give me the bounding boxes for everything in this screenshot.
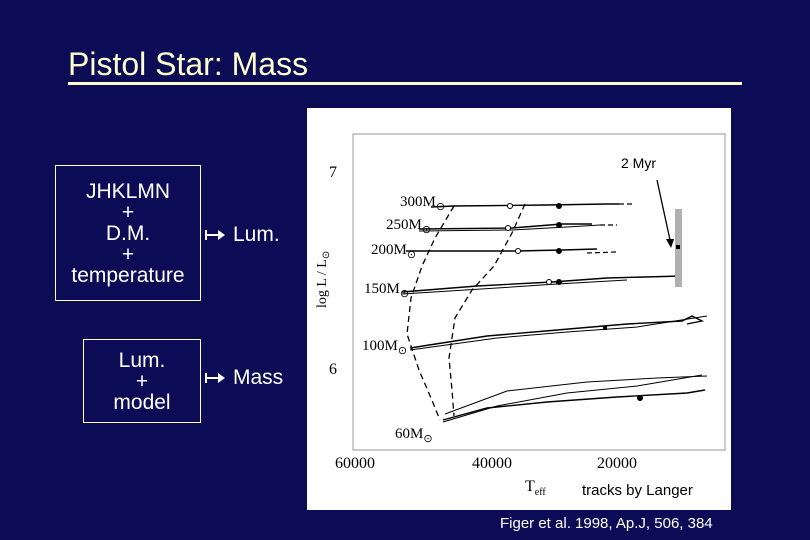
box1-line: JHKLMN — [85, 179, 170, 203]
track-60-b — [442, 374, 703, 423]
track-150-b — [401, 279, 628, 295]
box2-line: + — [135, 369, 149, 393]
marker-open — [546, 279, 552, 285]
marker-filled — [556, 222, 562, 228]
marker-square — [603, 326, 607, 330]
y-tick-label: 7 — [329, 164, 337, 181]
hr-diagram-svg: 7 6 log L / L⊙ 60000 40000 20000 Teff 30… — [315, 133, 726, 498]
mass-label-250: 250M⊙ — [386, 217, 431, 236]
track-100-b — [409, 315, 708, 351]
box2-line: Lum. — [118, 348, 166, 372]
tams-dashed-line — [448, 203, 526, 417]
track-60 — [442, 389, 706, 421]
track-250-b — [418, 224, 601, 232]
arrow-icon — [205, 373, 225, 383]
box1-line: + — [121, 242, 135, 266]
marker-open — [515, 248, 521, 254]
track-100 — [409, 315, 705, 349]
title-underline — [68, 82, 742, 85]
x-tick-label: 20000 — [597, 455, 637, 472]
box2-line: model — [113, 390, 171, 414]
track-250 — [418, 223, 592, 230]
marker-open — [507, 203, 513, 209]
x-axis-label: Teff — [525, 478, 546, 498]
plot-frame — [352, 133, 726, 451]
box1-line: + — [121, 200, 135, 224]
marker-open — [505, 225, 511, 231]
pistol-star-point — [676, 245, 680, 249]
inputs-box: JHKLMN + D.M. + temperature — [55, 165, 201, 301]
track-60-c — [444, 375, 708, 415]
citation-text: Figer et al. 1998, Ap.J, 506, 384 — [500, 515, 713, 532]
mass-label-300: 300M⊙ — [400, 194, 445, 213]
model-box: Lum. + model — [83, 339, 201, 423]
age-arrow-head — [666, 239, 674, 248]
hr-diagram-figure: 7 6 log L / L⊙ 60000 40000 20000 Teff 30… — [307, 108, 731, 510]
luminosity-label: Lum. — [233, 223, 280, 246]
marker-filled — [556, 203, 562, 209]
arrow-icon — [205, 230, 225, 240]
tracks-credit: tracks by Langer — [582, 482, 693, 499]
track-200 — [406, 248, 598, 252]
mass-label-100: 100M⊙ — [362, 338, 407, 357]
mass-label-150: 150M⊙ — [364, 281, 409, 300]
slide-title: Pistol Star: Mass — [68, 46, 309, 82]
track-150 — [401, 275, 683, 293]
box1-line: temperature — [71, 263, 185, 287]
marker-filled — [637, 395, 643, 401]
marker-filled — [556, 279, 562, 285]
mass-label-60: 60M⊙ — [395, 426, 433, 445]
marker-filled — [556, 248, 562, 254]
track-300 — [430, 203, 619, 208]
x-tick-label: 60000 — [335, 455, 375, 472]
age-label: 2 Myr — [621, 155, 656, 171]
x-tick-label: 40000 — [472, 455, 512, 472]
zams-dashed-line — [406, 205, 455, 421]
mass-label: Mass — [233, 366, 284, 389]
box1-line: D.M. — [105, 221, 151, 245]
age-arrow-line — [656, 179, 671, 241]
mass-label-200: 200M⊙ — [371, 242, 416, 261]
track-200-dashed — [586, 251, 618, 254]
y-tick-label: 6 — [329, 361, 337, 378]
y-axis-label: log L / L⊙ — [315, 251, 332, 308]
